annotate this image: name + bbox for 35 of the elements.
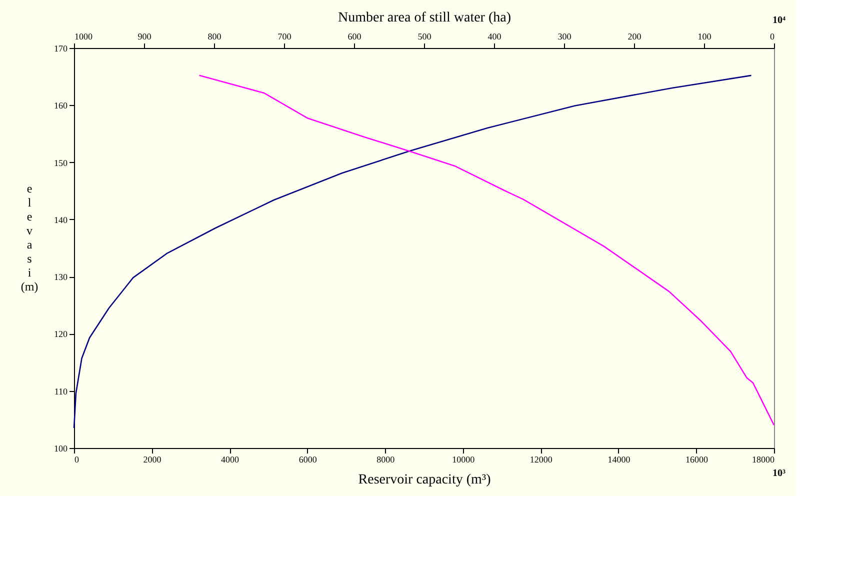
x-tick-label: 14000 [608,454,631,464]
y-tick-label: 150 [54,158,68,168]
y-tick-label: 170 [54,44,68,54]
x-tick-label: 2000 [143,454,162,464]
y-tick-label: 160 [54,100,68,111]
x2-axis-title: Number area of still water (ha) [338,10,512,26]
x2-tick-label: 0 [770,32,775,42]
y-tick-label: 120 [54,329,68,340]
x-axis-title: Reservoir capacity (m³) [358,472,492,488]
x-tick-label: 10000 [452,454,476,464]
y-tick-label: 130 [54,272,68,282]
text: 10⁴ [772,15,786,26]
y-tick-label: 100 [54,444,68,454]
x-tick-label: 0 [74,454,80,464]
y-tick-label: 140 [54,214,68,225]
x-tick-label: 6000 [298,454,318,464]
x-tick-label: 4000 [221,454,240,464]
x2-tick-label: 200 [628,32,642,42]
x2-tick-label: 900 [138,32,152,42]
x2-tick-label: 100 [698,32,712,42]
x-tick-label: 18000 [752,454,775,464]
x2-tick-label: 800 [208,32,222,42]
x-tick-label: 12000 [530,454,553,464]
text: 10³ [772,468,786,479]
x2-tick-label: 600 [348,32,362,42]
x2-tick-label: 700 [278,32,292,42]
y-axis-title: elevasi (m) [20,182,38,294]
x2-tick-label: 1000 [74,32,93,42]
x2-tick-label: 300 [558,32,572,42]
y-tick-label: 110 [54,386,68,396]
line-series [73,74,752,429]
x-tick-label: 16000 [685,454,708,464]
x2-tick-label: 400 [488,32,502,42]
x-tick-label: 8000 [376,454,396,464]
x2-tick-label: 500 [418,32,432,42]
